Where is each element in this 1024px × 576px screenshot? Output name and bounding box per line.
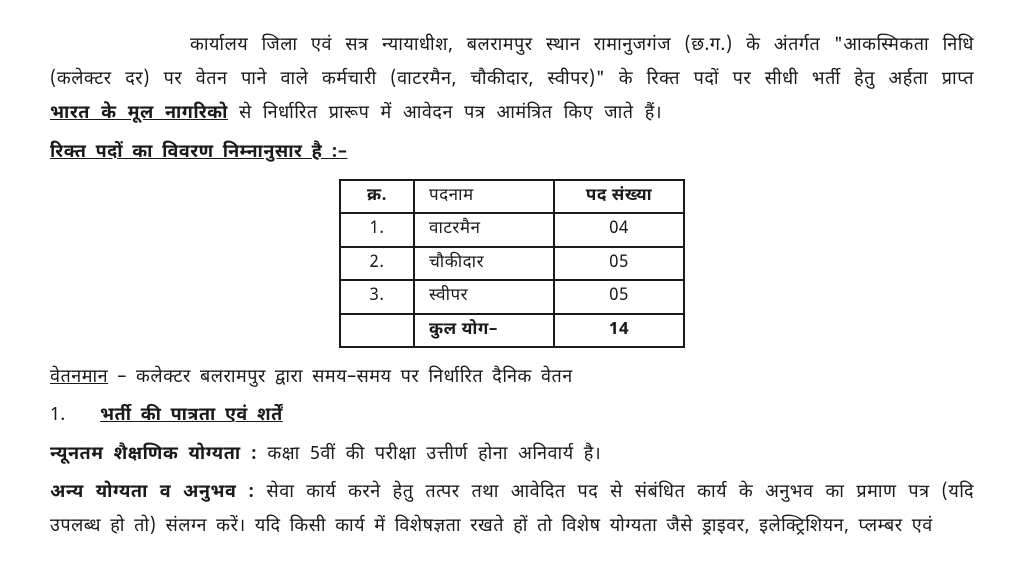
pay-text: – कलेक्टर बलरामपुर द्वारा समय–समय पर निर…: [108, 367, 573, 390]
other-qualification: अन्य योग्यता व अनुभव : सेवा कार्य करने ह…: [50, 477, 974, 545]
edu-text: कक्षा 5वीं की परीक्षा उत्तीर्ण होना अनिव…: [267, 444, 601, 467]
other-label: अन्य योग्यता व अनुभव :: [50, 482, 267, 505]
cell-sr: 2.: [340, 247, 414, 281]
cell-sr: 3.: [340, 280, 414, 314]
vacancy-heading: रिक्त पदों का विवरण निम्नानुसार है :–: [50, 137, 974, 171]
edu-label: न्यूनतम शैक्षणिक योग्यता :: [50, 444, 267, 467]
table-header-row: क्र. पदनाम पद संख्या: [340, 180, 684, 214]
cell-count: 05: [554, 280, 684, 314]
cell-count: 04: [554, 213, 684, 247]
section-num: 1.: [50, 400, 100, 434]
col-header-name: पदनाम: [414, 180, 554, 214]
table-row: 3. स्वीपर 05: [340, 280, 684, 314]
cell-total-count: 14: [554, 314, 684, 348]
table-row: 2. चौकीदार 05: [340, 247, 684, 281]
cell-sr: 1.: [340, 213, 414, 247]
col-header-count: पद संख्या: [554, 180, 684, 214]
intro-seg2: से निर्धारित प्रारूप में आवेदन पत्र आमंत…: [228, 103, 662, 126]
cell-name: स्वीपर: [414, 280, 554, 314]
table-total-row: कुल योग– 14: [340, 314, 684, 348]
cell-count: 05: [554, 247, 684, 281]
cell-total-sr: [340, 314, 414, 348]
pay-label: वेतनमान: [50, 367, 108, 390]
cell-name: वाटरमैन: [414, 213, 554, 247]
intro-paragraph: कार्यालय जिला एवं सत्र न्यायाधीश, बलरामप…: [50, 30, 974, 133]
pay-line: वेतनमान – कलेक्टर बलरामपुर द्वारा समय–सम…: [50, 362, 974, 396]
intro-citizens: भारत के मूल नागरिको: [50, 103, 228, 126]
table-row: 1. वाटरमैन 04: [340, 213, 684, 247]
section-1-heading: 1.भर्ती की पात्रता एवं शर्तें: [50, 400, 974, 434]
cell-total-name: कुल योग–: [414, 314, 554, 348]
vacancy-table: क्र. पदनाम पद संख्या 1. वाटरमैन 04 2. चौ…: [339, 179, 685, 349]
col-header-sr: क्र.: [340, 180, 414, 214]
section-title: भर्ती की पात्रता एवं शर्तें: [100, 405, 283, 428]
cell-name: चौकीदार: [414, 247, 554, 281]
edu-qualification: न्यूनतम शैक्षणिक योग्यता : कक्षा 5वीं की…: [50, 439, 974, 473]
intro-seg1: कार्यालय जिला एवं सत्र न्यायाधीश, बलरामप…: [50, 35, 974, 92]
